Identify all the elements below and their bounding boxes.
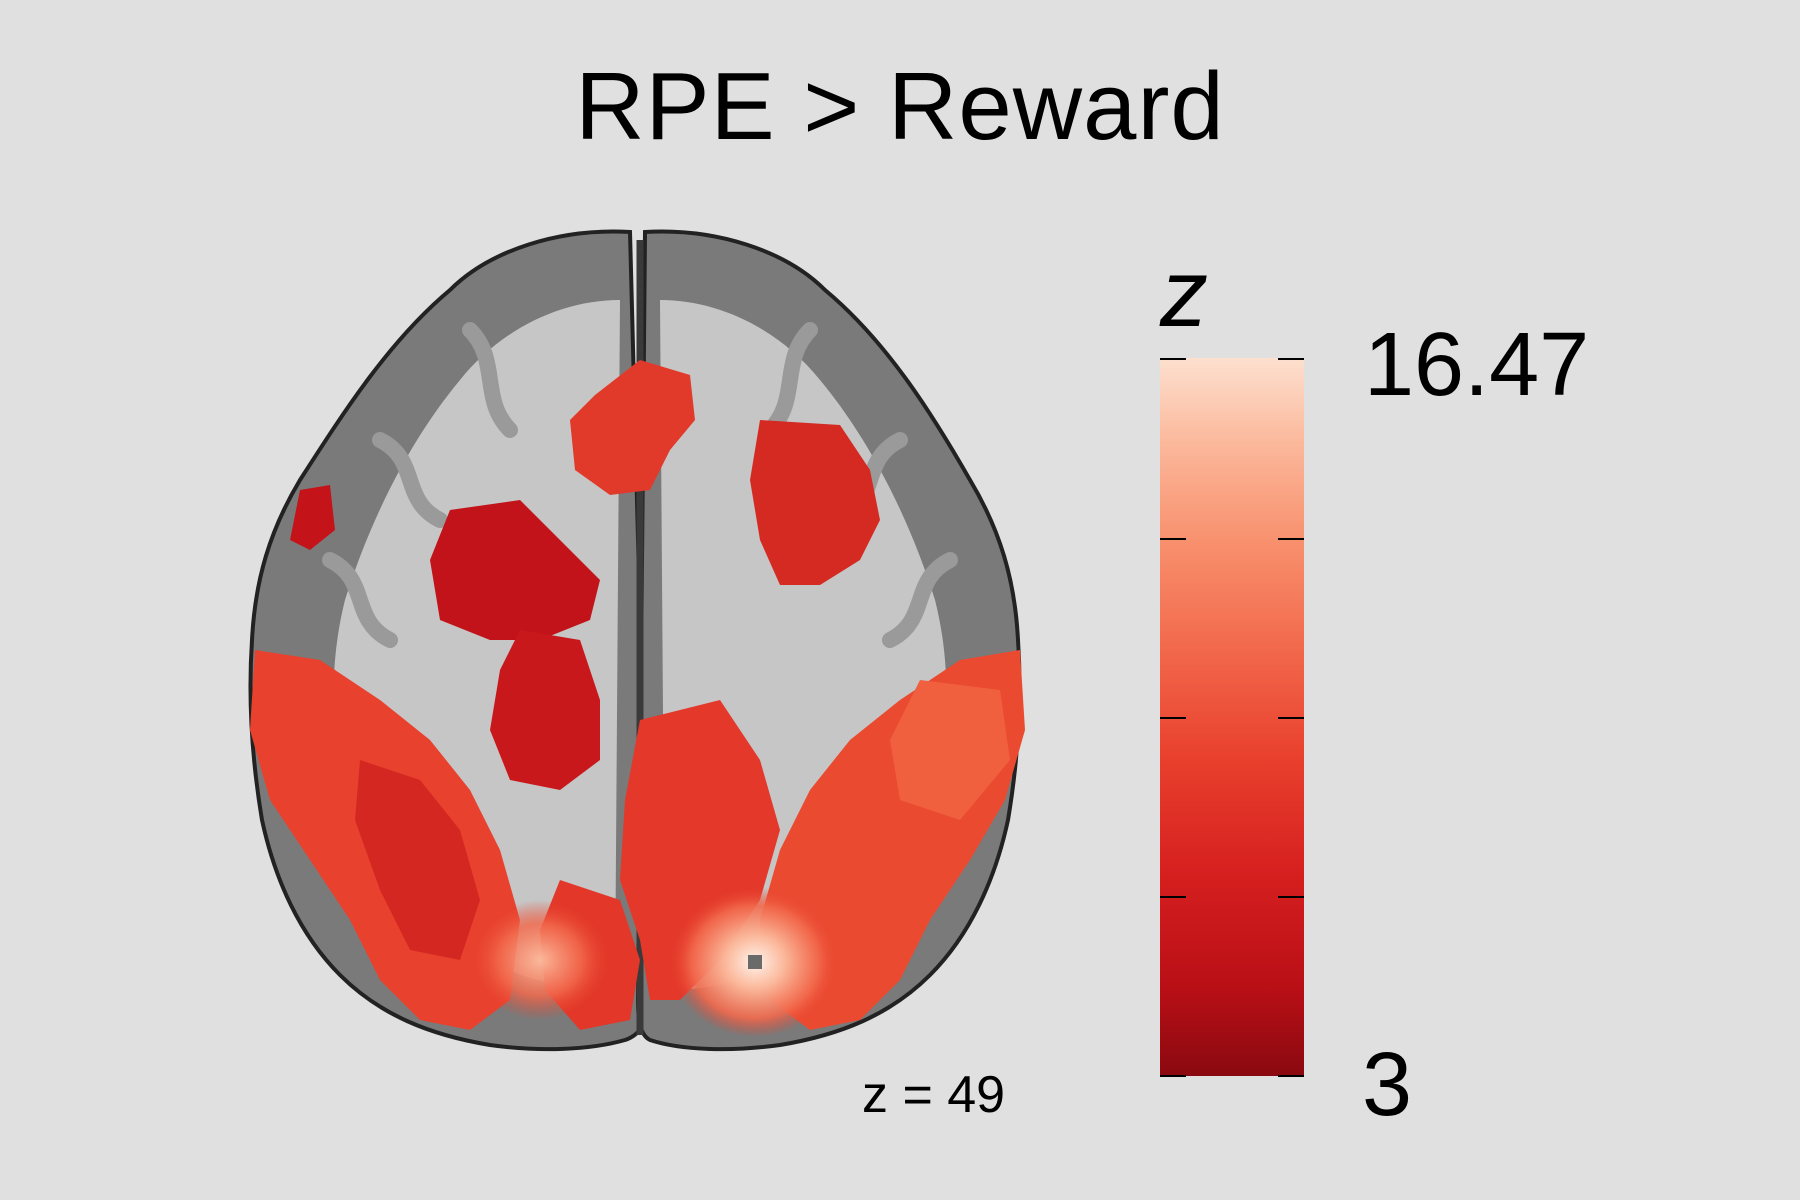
colorbar-min-label: 3 bbox=[1362, 1035, 1413, 1135]
colorbar-variable-label: z bbox=[1160, 240, 1208, 347]
activation-clusters bbox=[250, 360, 1025, 1037]
figure-title: RPE > Reward bbox=[575, 53, 1225, 160]
colorbar-max-label: 16.47 bbox=[1364, 315, 1590, 415]
slice-coordinate-label: z = 49 bbox=[862, 1066, 1006, 1124]
